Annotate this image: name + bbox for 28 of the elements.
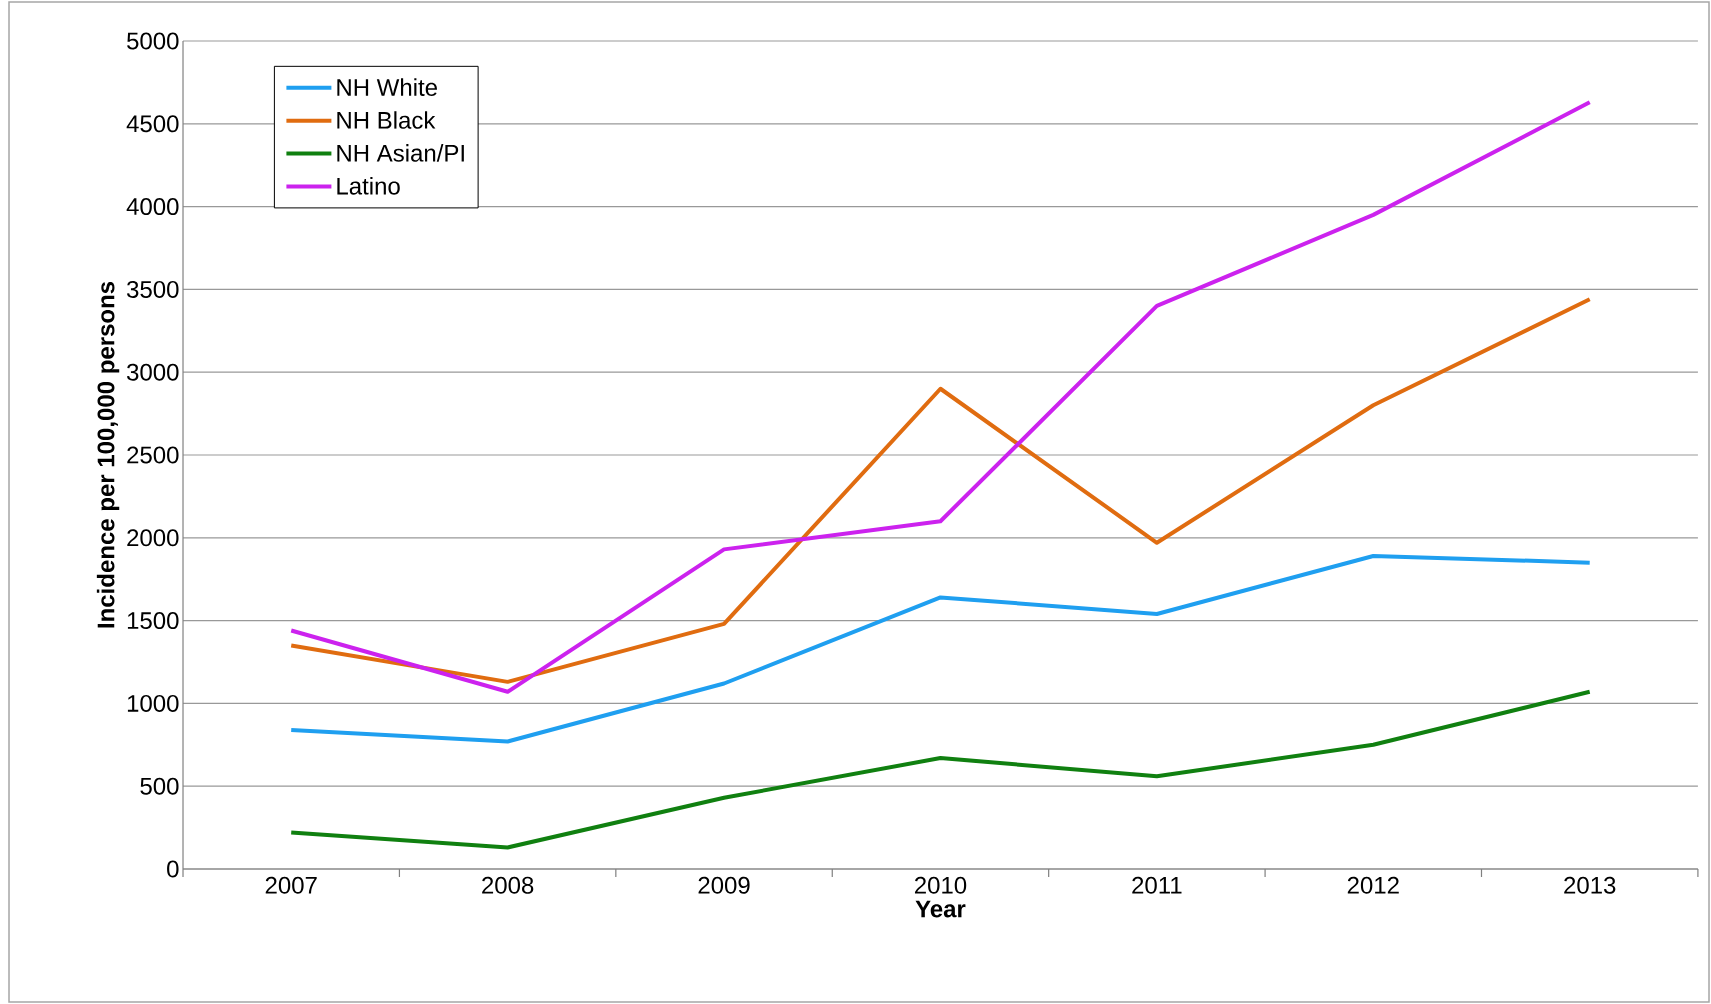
y-tick-label: 2500: [127, 446, 179, 464]
x-tick-label: 2011: [1132, 876, 1182, 894]
legend-label: NH White: [337, 78, 437, 96]
y-tick-label: 1500: [127, 612, 179, 630]
y-tick-label: 500: [140, 777, 179, 795]
y-axis-title: Incidence per 100,000 persons: [96, 281, 120, 628]
x-tick-label: 2012: [1347, 876, 1399, 894]
y-tick-label: 2000: [127, 529, 179, 547]
line-series: [289, 554, 1592, 744]
y-tick-label: 4500: [126, 115, 179, 133]
x-tick-label: 2009: [698, 876, 750, 894]
y-tick-label: 3000: [127, 363, 179, 381]
y-tick-label: 5000: [127, 32, 179, 50]
x-axis-title: Year: [915, 900, 966, 918]
line-series: [289, 100, 1592, 694]
x-tick-label: 2013: [1564, 876, 1616, 894]
y-tick-label: 4000: [126, 198, 179, 216]
legend-label: Latino: [337, 177, 400, 195]
line-series: [289, 297, 1592, 684]
x-tick-label: 2008: [482, 876, 534, 894]
legend-label: NH Asian/PI: [337, 144, 464, 162]
legend-label: NH Black: [337, 111, 436, 129]
line-series: [289, 689, 1592, 850]
x-tick-label: 2007: [265, 876, 317, 894]
y-tick-label: 3500: [127, 280, 179, 298]
x-tick-label: 2010: [914, 876, 967, 894]
y-tick-label: 0: [167, 860, 179, 878]
y-tick-label: 1000: [127, 694, 179, 712]
